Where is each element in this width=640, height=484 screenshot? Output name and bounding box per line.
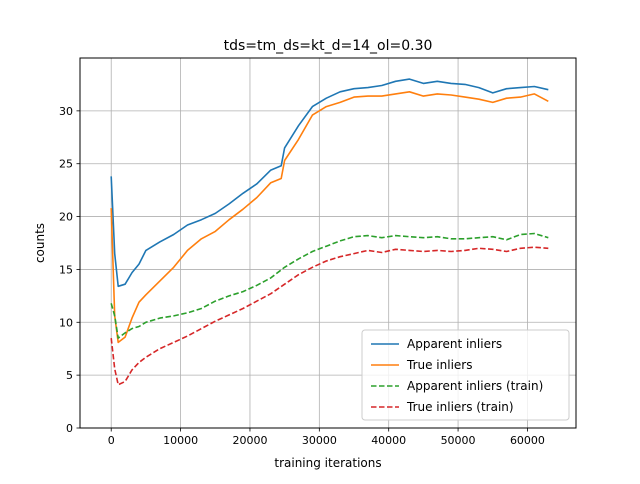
legend-label-0: Apparent inliers [407, 337, 502, 351]
series-lines [110, 78, 549, 386]
x-tick-label-6: 60000 [510, 434, 545, 447]
x-tick-label-5: 50000 [441, 434, 476, 447]
y-tick-label-1: 5 [66, 369, 73, 382]
series-line-3 [110, 246, 549, 386]
plot-frame [79, 57, 577, 429]
y-axis-label: counts [33, 223, 47, 263]
y-tick-label-2: 10 [59, 316, 73, 329]
y-tick-label-5: 25 [59, 158, 73, 171]
x-tick-label-2: 20000 [232, 434, 267, 447]
legend-label-2: Apparent inliers (train) [407, 379, 543, 393]
y-tick-label-0: 0 [66, 422, 73, 435]
y-tick-label-4: 20 [59, 211, 73, 224]
legend: Apparent inliers True inliers Apparent inl… [361, 329, 570, 421]
axis-ticks: 0 10000 20000 30000 40000 50000 60000 0 5 10 15 20 2… [59, 105, 545, 447]
x-tick-label-4: 40000 [371, 434, 406, 447]
legend-label-3: True inliers (train) [406, 400, 514, 414]
x-tick-label-1: 10000 [163, 434, 198, 447]
x-axis-label: training iterations [274, 456, 381, 470]
x-tick-label-0: 0 [108, 434, 115, 447]
series-line-0 [110, 78, 549, 288]
series-line-2 [110, 232, 549, 339]
series-line-1 [110, 91, 549, 344]
y-tick-label-6: 30 [59, 105, 73, 118]
legend-box [361, 329, 570, 421]
x-tick-label-3: 30000 [302, 434, 337, 447]
chart-title: tds=tm_ds=kt_d=14_ol=0.30 [224, 38, 433, 54]
legend-label-1: True inliers [406, 358, 472, 372]
y-tick-label-3: 15 [59, 263, 73, 276]
